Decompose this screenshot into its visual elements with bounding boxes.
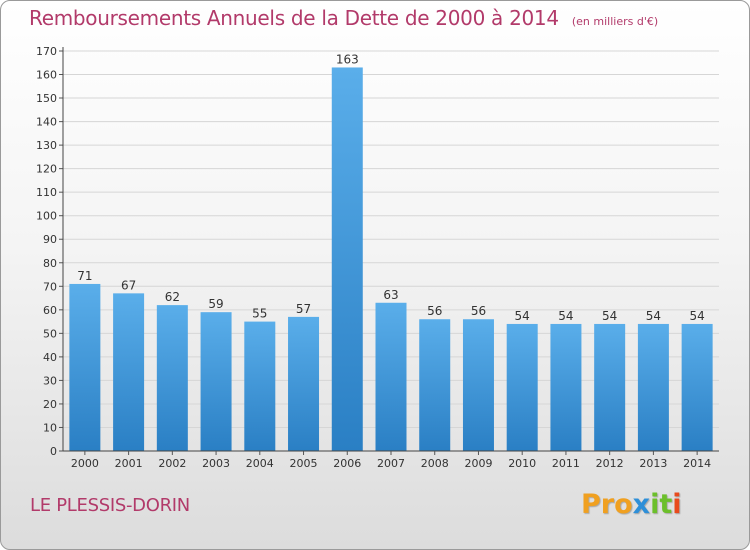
bar xyxy=(594,323,626,451)
x-tick-label: 2002 xyxy=(158,457,186,470)
x-tick-label: 2010 xyxy=(508,457,536,470)
data-label: 54 xyxy=(689,309,704,323)
x-tick-label: 2006 xyxy=(333,457,361,470)
logo-part: it xyxy=(650,489,673,520)
x-tick-label: 2014 xyxy=(683,457,711,470)
x-tick-label: 2011 xyxy=(552,457,580,470)
x-tick-label: 2000 xyxy=(71,457,99,470)
bar xyxy=(244,321,276,451)
chart-unit: (en milliers d'€) xyxy=(571,15,659,28)
proxiti-logo: Proxiti xyxy=(581,489,682,520)
bar xyxy=(331,67,363,452)
y-tick-label: 110 xyxy=(36,186,57,199)
axes: 0 10 20 30 40 50 60 70 80 90 100 110 120 130 140 150 160… xyxy=(36,45,719,470)
bar xyxy=(637,323,669,451)
x-tick-label: 2008 xyxy=(421,457,449,470)
data-label: 55 xyxy=(252,307,267,321)
data-label: 71 xyxy=(77,269,92,283)
y-tick-label: 50 xyxy=(43,327,57,340)
bar xyxy=(69,283,101,451)
chart-title: Remboursements Annuels de la Dette de 20… xyxy=(29,6,559,30)
y-tick-label: 90 xyxy=(43,233,57,246)
x-tick-label: 2003 xyxy=(202,457,230,470)
bars xyxy=(69,67,713,452)
bar xyxy=(550,323,582,451)
data-label: 59 xyxy=(208,297,223,311)
bar xyxy=(506,323,538,451)
data-label: 57 xyxy=(296,302,311,316)
x-tick-label: 2005 xyxy=(290,457,318,470)
x-tick-label: 2012 xyxy=(596,457,624,470)
data-label: 62 xyxy=(165,290,180,304)
logo-part: x xyxy=(632,489,651,520)
y-tick-label: 30 xyxy=(43,374,57,387)
data-label: 54 xyxy=(515,309,530,323)
x-tick-label: 2004 xyxy=(246,457,274,470)
data-label: 54 xyxy=(602,309,617,323)
y-tick-label: 160 xyxy=(36,69,57,82)
y-tick-label: 20 xyxy=(43,398,57,411)
data-label: 63 xyxy=(383,288,398,302)
bar xyxy=(462,319,494,451)
y-tick-label: 140 xyxy=(36,116,57,129)
y-tick-label: 40 xyxy=(43,351,57,364)
bar xyxy=(681,323,713,451)
y-tick-label: 60 xyxy=(43,304,57,317)
y-tick-label: 10 xyxy=(43,421,57,434)
y-tick-label: 80 xyxy=(43,257,57,270)
data-label: 163 xyxy=(336,52,359,66)
y-tick-label: 0 xyxy=(50,445,57,458)
data-label: 56 xyxy=(471,304,486,318)
bar xyxy=(156,305,188,451)
logo-part: i xyxy=(672,489,682,520)
x-tick-label: 2001 xyxy=(115,457,143,470)
x-tick-label: 2009 xyxy=(464,457,492,470)
y-tick-label: 130 xyxy=(36,139,57,152)
bar xyxy=(288,316,320,451)
y-tick-label: 100 xyxy=(36,210,57,223)
data-label: 56 xyxy=(427,304,442,318)
bar xyxy=(375,302,407,451)
bar xyxy=(419,319,451,451)
data-label: 54 xyxy=(646,309,661,323)
data-labels: 71 67 62 59 55 57 163 63 56 56 54 54 54 54 54 xyxy=(77,52,705,322)
bar xyxy=(113,293,145,451)
y-tick-label: 70 xyxy=(43,280,57,293)
data-label: 67 xyxy=(121,278,136,292)
bar xyxy=(200,312,232,451)
y-tick-label: 120 xyxy=(36,163,57,176)
chart-title-row: Remboursements Annuels de la Dette de 20… xyxy=(29,6,658,30)
y-tick-label: 170 xyxy=(36,45,57,58)
x-tick-label: 2013 xyxy=(639,457,667,470)
data-label: 54 xyxy=(558,309,573,323)
commune-name: LE PLESSIS-DORIN xyxy=(30,495,190,516)
x-tick-label: 2007 xyxy=(377,457,405,470)
logo-part: Pro xyxy=(581,489,633,520)
y-tick-label: 150 xyxy=(36,92,57,105)
